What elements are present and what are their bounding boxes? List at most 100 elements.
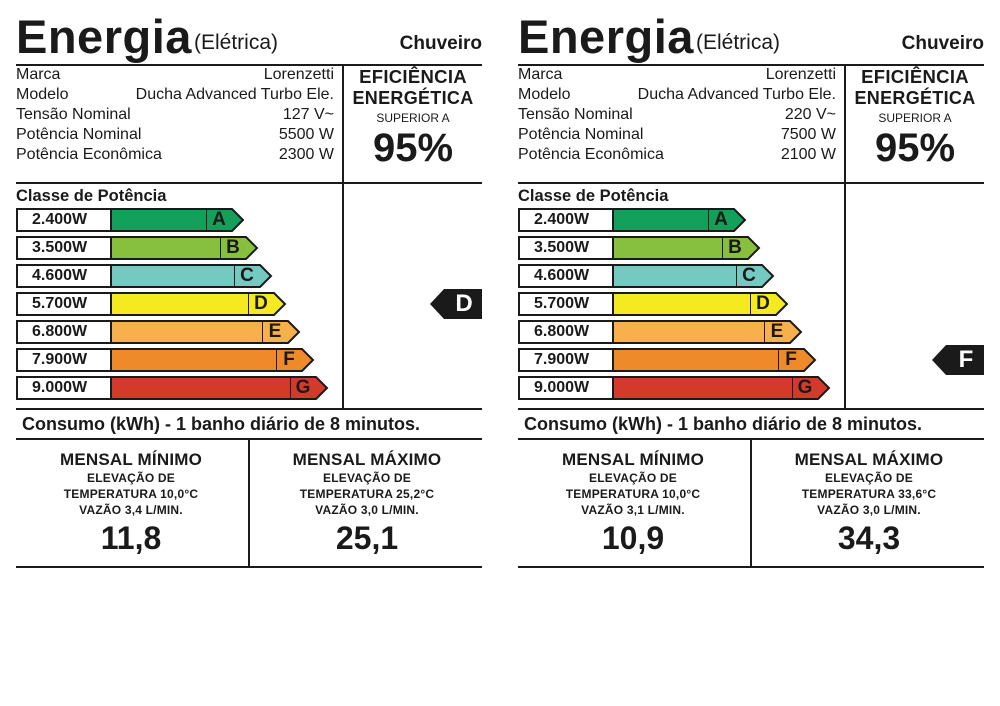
class-bar: E	[612, 320, 804, 344]
class-power: 6.800W	[16, 320, 126, 344]
divider-line	[518, 64, 984, 66]
energy-label-1: Energia (Elétrica) Chuveiro Marca Lorenzetti…	[16, 0, 482, 570]
class-letter: A	[714, 209, 728, 230]
class-bar: A	[612, 208, 748, 232]
divider-line	[518, 566, 984, 568]
class-bar-fill	[110, 320, 262, 344]
class-bar: F	[612, 348, 818, 372]
class-row: 4.600W C	[16, 264, 336, 288]
class-row: 6.800W E	[518, 320, 838, 344]
spec-row: Potência Econômica 2100 W	[518, 145, 836, 165]
spec-table: Marca Lorenzetti Modelo Ducha Advanced Turb…	[16, 65, 334, 165]
class-bar-fill	[612, 320, 764, 344]
class-row: 6.800W E	[16, 320, 336, 344]
monthly-heading: MENSAL MÁXIMO	[292, 450, 442, 469]
class-bar-fill	[110, 264, 234, 288]
class-arrow	[792, 376, 831, 400]
class-letter: C	[742, 265, 756, 286]
class-bar-fill	[612, 292, 750, 316]
class-row: 2.400W A	[518, 208, 838, 232]
class-arrow	[736, 264, 775, 288]
monthly-line2: TEMPERATURA 10,0°C	[63, 487, 199, 501]
monthly-line3: VAZÃO 3,4 L/MIN.	[79, 503, 183, 517]
monthly-heading: MENSAL MÍNIMO	[561, 450, 705, 469]
monthly-heading: MENSAL MÁXIMO	[794, 450, 944, 469]
product-type: Chuveiro	[901, 33, 984, 54]
class-letter: A	[212, 209, 226, 230]
class-power: 3.500W	[16, 236, 126, 260]
monthly-value: 25,1	[335, 520, 399, 556]
class-power: 7.900W	[16, 348, 126, 372]
spec-value: Ducha Advanced Turbo Ele.	[135, 86, 334, 103]
class-arrow	[778, 348, 817, 372]
class-row: 7.900W F	[518, 348, 838, 372]
label-subtitle: (Elétrica)	[194, 31, 279, 54]
spec-row: Potência Nominal 5500 W	[16, 125, 334, 145]
class-arrow	[206, 208, 245, 232]
spec-value: Lorenzetti	[263, 66, 334, 83]
class-arrow	[234, 264, 273, 288]
class-arrow	[262, 320, 301, 344]
class-bar: B	[612, 236, 762, 260]
monthly-line3: VAZÃO 3,1 L/MIN.	[581, 503, 685, 517]
spec-key: Modelo	[518, 86, 571, 103]
rating-letter: D	[455, 290, 473, 317]
monthly-heading: MENSAL MÍNIMO	[59, 450, 203, 469]
class-arrow	[708, 208, 747, 232]
class-letter: F	[283, 349, 295, 370]
class-title: Classe de Potência	[518, 187, 669, 205]
monthly-min: MENSAL MÍNIMO ELEVAÇÃO DE TEMPERATURA 10,0…	[16, 450, 246, 556]
spec-row: Marca Lorenzetti	[518, 65, 836, 85]
monthly-line2: TEMPERATURA 33,6°C	[801, 487, 937, 501]
monthly-line1: ELEVAÇÃO DE	[825, 471, 913, 485]
class-bar-fill	[612, 264, 736, 288]
rating-arrow-shape	[430, 289, 482, 319]
class-row: 5.700W D	[518, 292, 838, 316]
spec-value: 2100 W	[780, 146, 836, 163]
divider-line	[342, 64, 344, 408]
spec-key: Modelo	[16, 86, 69, 103]
monthly-max: MENSAL MÁXIMO ELEVAÇÃO DE TEMPERATURA 25,2…	[252, 450, 482, 556]
efficiency-line2: ENERGÉTICA	[854, 88, 976, 108]
spec-value: 127 V~	[282, 106, 334, 123]
class-row: 7.900W F	[16, 348, 336, 372]
rating-letter: F	[958, 346, 974, 373]
class-power: 9.000W	[16, 376, 126, 400]
divider-line	[16, 64, 482, 66]
spec-key: Marca	[16, 66, 61, 83]
efficiency-box: EFICIÊNCIA ENERGÉTICA SUPERIOR A 95%	[846, 66, 984, 169]
class-row: 9.000W G	[16, 376, 336, 400]
efficiency-line3: SUPERIOR A	[878, 111, 952, 125]
class-bar: D	[110, 292, 288, 316]
class-arrow	[722, 236, 761, 260]
class-bar: D	[612, 292, 790, 316]
rating-arrow: D	[430, 289, 482, 319]
class-row: 2.400W A	[16, 208, 336, 232]
class-letter: B	[728, 237, 742, 258]
divider-line	[518, 182, 984, 184]
monthly-value: 34,3	[837, 520, 901, 556]
monthly-line1: ELEVAÇÃO DE	[589, 471, 677, 485]
divider-line	[750, 438, 752, 566]
rating-arrow-shape	[932, 345, 984, 375]
class-bar: G	[612, 376, 832, 400]
class-bar: G	[110, 376, 330, 400]
class-power: 3.500W	[518, 236, 628, 260]
spec-key: Potência Nominal	[16, 126, 142, 143]
monthly-line1: ELEVAÇÃO DE	[87, 471, 175, 485]
consumption-title: Consumo (kWh) - 1 banho diário de 8 minu…	[22, 414, 421, 434]
efficiency-line1: EFICIÊNCIA	[359, 66, 467, 87]
efficiency-value: 95%	[372, 126, 454, 170]
spec-key: Potência Econômica	[518, 146, 664, 163]
class-letter: D	[254, 293, 268, 314]
spec-key: Potência Nominal	[518, 126, 644, 143]
class-power: 5.700W	[16, 292, 126, 316]
efficiency-line1: EFICIÊNCIA	[861, 66, 969, 87]
class-row: 4.600W C	[518, 264, 838, 288]
divider-line	[16, 408, 482, 410]
class-letter: B	[226, 237, 240, 258]
class-bar: B	[110, 236, 260, 260]
class-bar-fill	[612, 376, 792, 400]
energy-label-2: Energia (Elétrica) Chuveiro Marca Lorenzetti…	[518, 0, 984, 570]
product-type: Chuveiro	[399, 33, 482, 54]
